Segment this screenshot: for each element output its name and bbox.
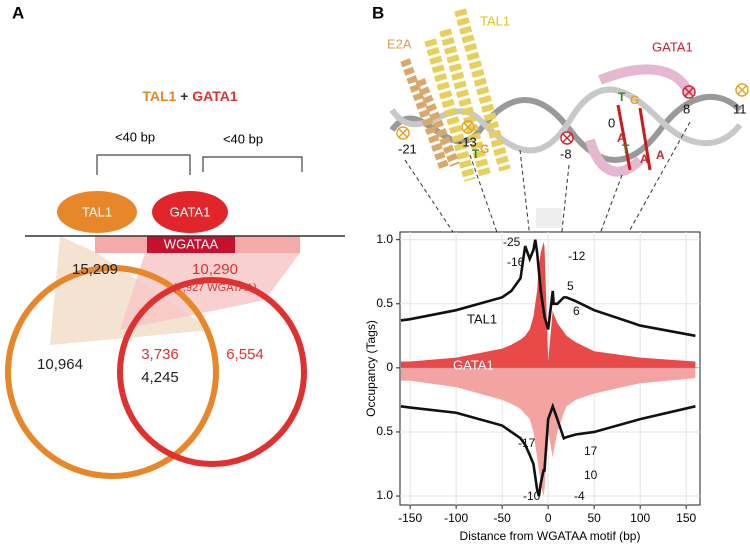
y-axis-label: Occupancy (Tags) xyxy=(364,320,378,417)
panel-label: A xyxy=(12,3,24,22)
x-tick-label: 100 xyxy=(630,511,650,525)
base: G xyxy=(630,93,639,107)
x-tick-label: -100 xyxy=(444,511,468,525)
contact-marks xyxy=(396,83,749,145)
x-tick-label: 150 xyxy=(676,511,696,525)
series-label: GATA1 xyxy=(453,357,494,372)
annotation: -4 xyxy=(574,489,585,503)
count: 4,245 xyxy=(141,369,179,386)
annotation: 5 xyxy=(567,279,574,293)
base: A xyxy=(617,131,626,145)
gata1-circle xyxy=(117,277,307,467)
spacing-label: <40 bp xyxy=(223,131,263,146)
base: T xyxy=(622,142,630,156)
y-tick-label: 0.5 xyxy=(376,424,393,438)
gata1-oval xyxy=(152,191,228,233)
position-label: -8 xyxy=(560,146,572,161)
motif-strand xyxy=(616,104,652,171)
factor-label: GATA1 xyxy=(170,204,211,219)
tal1-oval xyxy=(57,191,137,233)
protein-label: GATA1 xyxy=(652,39,693,54)
base: T xyxy=(618,90,626,104)
factor-label: TAL1 xyxy=(82,204,112,219)
panel-a: A TAL1 + GATA1 <40 bp <40 bp WGATAA TAL1… xyxy=(5,3,345,479)
panel-b-structure: B TAL1 E2A GATA1 -21 -13 -8 0 8 11 T G T… xyxy=(372,3,749,371)
x-tick-label: 0 xyxy=(545,511,552,525)
logo xyxy=(536,208,562,228)
count: 6,554 xyxy=(226,346,264,363)
line xyxy=(400,239,696,338)
y-tick-label: 0 xyxy=(386,360,393,374)
panel-label: B xyxy=(372,3,384,22)
e2a-helix xyxy=(400,58,460,172)
annotation: 10 xyxy=(584,468,598,482)
x-tick-label: -50 xyxy=(493,511,511,525)
spacing-label: <40 bp xyxy=(115,129,155,144)
protein-label: TAL1 xyxy=(480,13,510,28)
base: G xyxy=(480,142,489,156)
title-gata1: GATA1 xyxy=(192,88,238,104)
x-tick-label: -150 xyxy=(398,511,422,525)
y-tick-label: 1.0 xyxy=(376,488,393,502)
count: 15,209 xyxy=(72,261,118,278)
base: T xyxy=(472,147,480,161)
tal1-helix xyxy=(424,8,511,182)
gata1-wedge xyxy=(120,253,300,330)
count: 3,736 xyxy=(141,346,179,363)
count: (7,927 WGATAA) xyxy=(173,282,257,294)
position-label: -13 xyxy=(458,134,477,149)
occupancy-chart: -150 -100 -50 0 50 100 150 1.0 0.5 0 0.5 1.0 Distanc… xyxy=(364,231,701,543)
position-label: -21 xyxy=(398,141,417,156)
annotation: -12 xyxy=(568,249,586,263)
annotation: 17 xyxy=(584,444,598,458)
position-label: 11 xyxy=(733,101,747,116)
x-tick-label: 50 xyxy=(587,511,601,525)
title: TAL1 + GATA1 xyxy=(142,88,238,104)
protein-label: E2A xyxy=(387,36,412,51)
title-tal1: TAL1 xyxy=(142,88,176,104)
base: A xyxy=(656,148,665,162)
position-label: 0 xyxy=(608,115,615,130)
position-label: 8 xyxy=(683,101,690,116)
motif-box xyxy=(147,236,235,253)
annotation: -25 xyxy=(503,235,521,249)
y-tick-label: 0.5 xyxy=(376,296,393,310)
annotation: -10 xyxy=(523,489,541,503)
count: 10,964 xyxy=(37,356,83,373)
gata1-helix xyxy=(585,64,695,177)
x-axis-label: Distance from WGATAA motif (bp) xyxy=(460,529,641,543)
y-tick-label: 1.0 xyxy=(376,232,393,246)
base: A xyxy=(640,152,649,166)
tal1-circle xyxy=(5,265,219,479)
annotation: -17 xyxy=(518,436,536,450)
annotation: -16 xyxy=(507,255,525,269)
series-label: TAL1 xyxy=(467,311,497,326)
title-plus: + xyxy=(180,88,188,104)
motif-label: WGATAA xyxy=(164,236,219,251)
brackets xyxy=(96,154,303,175)
annotation: 6 xyxy=(573,304,580,318)
count: 10,290 xyxy=(192,261,238,278)
line xyxy=(400,402,696,497)
